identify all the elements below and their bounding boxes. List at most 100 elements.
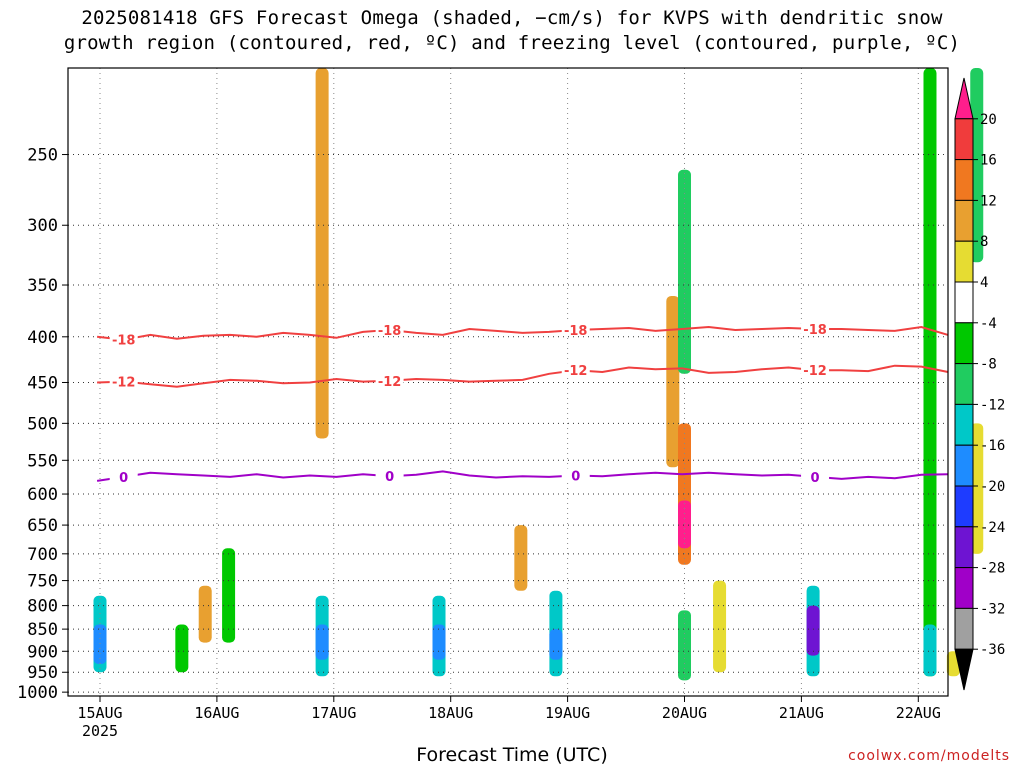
colorbar-tick-label: 16 [980,153,997,169]
omega-cell [678,169,691,374]
omega-cell [713,580,727,673]
omega-cell [923,68,937,677]
omega-cell [93,624,107,664]
y-tick-label: 1000 [17,683,58,703]
x-tick-label: 21AUG [779,704,824,722]
omega-cell [678,610,691,681]
colorbar-segment [954,485,974,528]
contour-label: -18 [803,323,827,338]
colorbar-segment [954,322,974,365]
omega-cell [432,624,446,660]
contour-label-bg [561,468,590,482]
colorbar-tick-label: 20 [980,112,997,128]
contour-lines: -18 -18 -18 -18 -12 -12 -12 -12 0 0 0 0 [96,321,949,486]
contour-label: -12 [564,364,588,379]
contour-label-bg [801,363,830,377]
colorbar-segment [954,199,974,242]
omega-cell [923,624,937,677]
colorbar-segment [954,240,974,283]
contour-label-bg [561,322,590,336]
colorbar-tick-label: -8 [980,357,997,373]
contour-label: -18 [378,324,402,339]
y-tick-label: 750 [27,572,58,592]
omega-cell [222,548,236,643]
contour-label: -18 [112,334,136,349]
x-axis-label: Forecast Time (UTC) [416,744,608,766]
chart-title-line-1: 2025081418 GFS Forecast Omega (shaded, −… [81,7,943,29]
colorbar-segment [954,444,974,487]
x-tick-label: 18AUG [428,704,473,722]
colorbar-tick-label: -32 [980,601,1005,617]
colorbar-tick-label: -36 [980,642,1005,658]
x-tick-label: 17AUG [311,704,356,722]
site-credit: coolwx.com/modelts [848,748,1010,764]
contour-label: -12 [378,375,402,390]
x-tick-label: 22AUG [896,704,941,722]
x-tick-label: 19AUG [545,704,590,722]
contour-label: 0 [811,471,820,486]
y-axis: 2503003504004505005506006507007508008509… [17,146,68,703]
contour-label-bg [561,363,590,377]
colorbar-tick-label: -20 [980,479,1005,495]
colorbar-segment [954,648,974,691]
omega-cell [175,624,189,673]
colorbar-tick-label: -4 [980,316,997,332]
contour-label: -12 [803,364,827,379]
contour-label: 0 [385,470,394,485]
colorbar-tick-label: -16 [980,438,1005,454]
omega-cell [315,68,329,439]
y-tick-label: 450 [27,373,58,393]
y-tick-label: 250 [27,146,58,166]
omega-cell [198,585,212,643]
omega-cell [806,605,820,656]
colorbar-segment [954,607,974,650]
colorbar-tick-label: -12 [980,397,1005,413]
colorbar-tick-label: -28 [980,561,1005,577]
omega-cell [549,629,563,660]
y-tick-label: 600 [27,485,58,505]
colorbar-segment [954,281,974,324]
y-tick-label: 400 [27,328,58,348]
contour-label-bg [109,374,138,388]
omega-cell [678,500,691,549]
colorbar-segment [954,118,974,161]
contour-label-bg [801,469,830,483]
contour-label-bg [375,322,404,336]
colorbar-segment [954,363,974,405]
contour-label: -18 [564,324,588,339]
contour-label-bg [109,469,138,483]
x-tick-label: 16AUG [194,704,239,722]
chart-title-line-2: growth region (contoured, red, ºC) and f… [63,32,961,54]
x-tick-label: 15AUG [77,704,122,722]
contour-label-bg [801,321,830,335]
grid-lines [68,68,948,696]
y-tick-label: 950 [27,663,58,683]
y-tick-label: 550 [27,451,58,471]
contour-label: 0 [571,470,580,485]
omega-cell [514,525,528,591]
contour-label-bg [375,469,404,483]
colorbar-segment [954,159,974,201]
colorbar-segment [954,526,974,569]
colorbar-segment [954,403,974,446]
y-tick-label: 800 [27,597,58,617]
contour-label: -12 [112,376,136,391]
y-tick-label: 350 [27,276,58,296]
colorbar-segment [954,567,974,609]
colorbar-tick-label: 4 [980,275,988,291]
colorbar-tick-label: -24 [980,520,1005,536]
y-tick-label: 900 [27,642,58,662]
chart-title: 2025081418 GFS Forecast Omega (shaded, −… [0,6,1024,56]
y-tick-label: 300 [27,216,58,236]
omega-shading [93,68,984,681]
y-tick-label: 500 [27,414,58,434]
contour-label: 0 [119,471,128,486]
contour-label-bg [109,332,138,346]
x-year-label: 2025 [82,722,118,740]
x-axis: 15AUG 16AUG 17AUG 18AUG 19AUG 20AUG 21AUG 22AUG… [77,696,941,740]
y-tick-label: 650 [27,516,58,536]
colorbar-tick-label: 8 [980,234,988,250]
contour-label-bg [375,373,404,387]
x-tick-label: 20AUG [662,704,707,722]
